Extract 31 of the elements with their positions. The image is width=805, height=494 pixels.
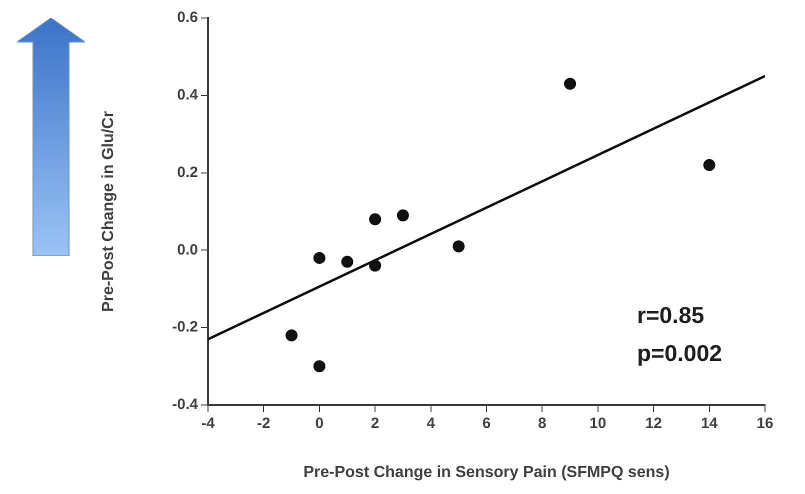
x-tick-label: 0 — [315, 415, 324, 432]
x-tick-label: 8 — [538, 415, 546, 432]
point — [369, 213, 382, 226]
y-tick-label: 0.4 — [177, 86, 199, 104]
point — [313, 360, 326, 372]
x-tick-label: 2 — [370, 415, 380, 432]
y-tick-label: -0.2 — [172, 318, 198, 336]
annotation: r=0.85 — [637, 302, 704, 328]
point — [396, 209, 409, 222]
x-axis-title: Pre-Post Change in Sensory Pain (SFMPQ sens) — [303, 464, 670, 481]
x-tick-label: 4 — [426, 415, 436, 432]
x-tick-label: 14 — [700, 415, 718, 432]
x-tick-label: 10 — [590, 415, 606, 432]
x-tick-label: -2 — [257, 415, 270, 432]
y-tick-label: 0.6 — [177, 9, 198, 26]
point — [286, 329, 298, 342]
x-tick-label: 6 — [482, 415, 491, 432]
y-axis-title: Pre-Post Change in Glu/Cr — [100, 111, 118, 312]
y-tick-label: -0.4 — [172, 396, 199, 414]
x-tick-label: -4 — [201, 415, 216, 432]
point — [341, 256, 354, 268]
x-tick-label: 16 — [756, 415, 774, 432]
annotation: p=0.002 — [637, 340, 722, 366]
x-tick-label: 12 — [645, 415, 662, 432]
y-tick-label: 0.0 — [177, 241, 198, 258]
point — [564, 78, 576, 90]
point — [703, 159, 716, 172]
point — [313, 252, 326, 264]
point — [369, 260, 382, 272]
point — [452, 240, 465, 252]
y-tick-label: 0.2 — [177, 164, 198, 181]
